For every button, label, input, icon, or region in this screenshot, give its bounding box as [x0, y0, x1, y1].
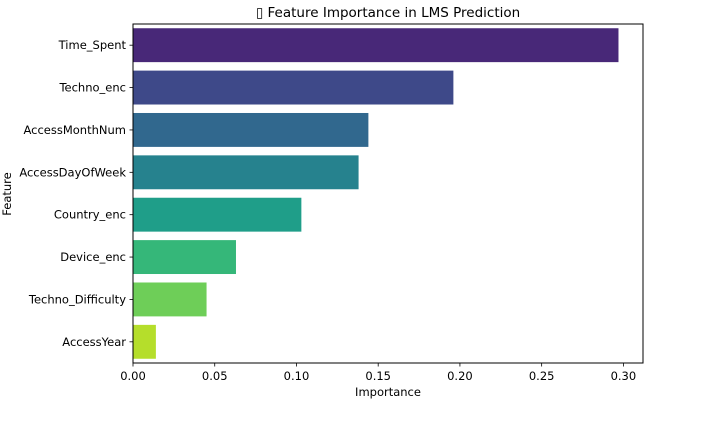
bars-layer: [133, 28, 619, 359]
x-axis-title: Importance: [355, 385, 421, 399]
y-tick-label: Techno_enc: [58, 81, 126, 95]
x-tick-label: 0.15: [365, 369, 391, 383]
x-tick-label: 0.00: [120, 369, 146, 383]
x-tick-label: 0.20: [447, 369, 473, 383]
x-tick-label: 0.05: [202, 369, 228, 383]
x-axis-ticks: 0.00 0.05 0.10 0.15 0.20 0.25 0.30: [120, 363, 636, 383]
bar-techno-enc: [133, 70, 454, 105]
y-tick-label: AccessDayOfWeek: [19, 165, 126, 179]
plot-frame: [132, 23, 644, 364]
y-tick-label: AccessMonthNum: [23, 123, 126, 137]
bar-accessdayofweek: [133, 155, 359, 190]
bar-device-enc: [133, 240, 236, 275]
y-tick-label: Country_enc: [54, 208, 126, 222]
bar-techno-difficulty: [133, 282, 207, 317]
x-tick-label: 0.30: [611, 369, 637, 383]
x-tick-label: 0.25: [529, 369, 555, 383]
x-tick-label: 0.10: [284, 369, 310, 383]
y-tick-label: Device_enc: [60, 250, 126, 264]
bar-country-enc: [133, 197, 302, 232]
y-axis-ticks: Time_Spent Techno_enc AccessMonthNum Access…: [19, 38, 133, 349]
bar-accessmonthnum: [133, 112, 369, 147]
y-tick-label: Techno_Difficulty: [28, 292, 126, 306]
y-tick-label: AccessYear: [62, 335, 126, 349]
chart-title: ▯ Feature Importance in LMS Prediction: [256, 5, 520, 21]
bar-accessyear: [133, 324, 156, 359]
bar-time-spent: [133, 28, 619, 63]
y-axis-title: Feature: [0, 172, 14, 215]
y-tick-label: Time_Spent: [58, 38, 127, 52]
